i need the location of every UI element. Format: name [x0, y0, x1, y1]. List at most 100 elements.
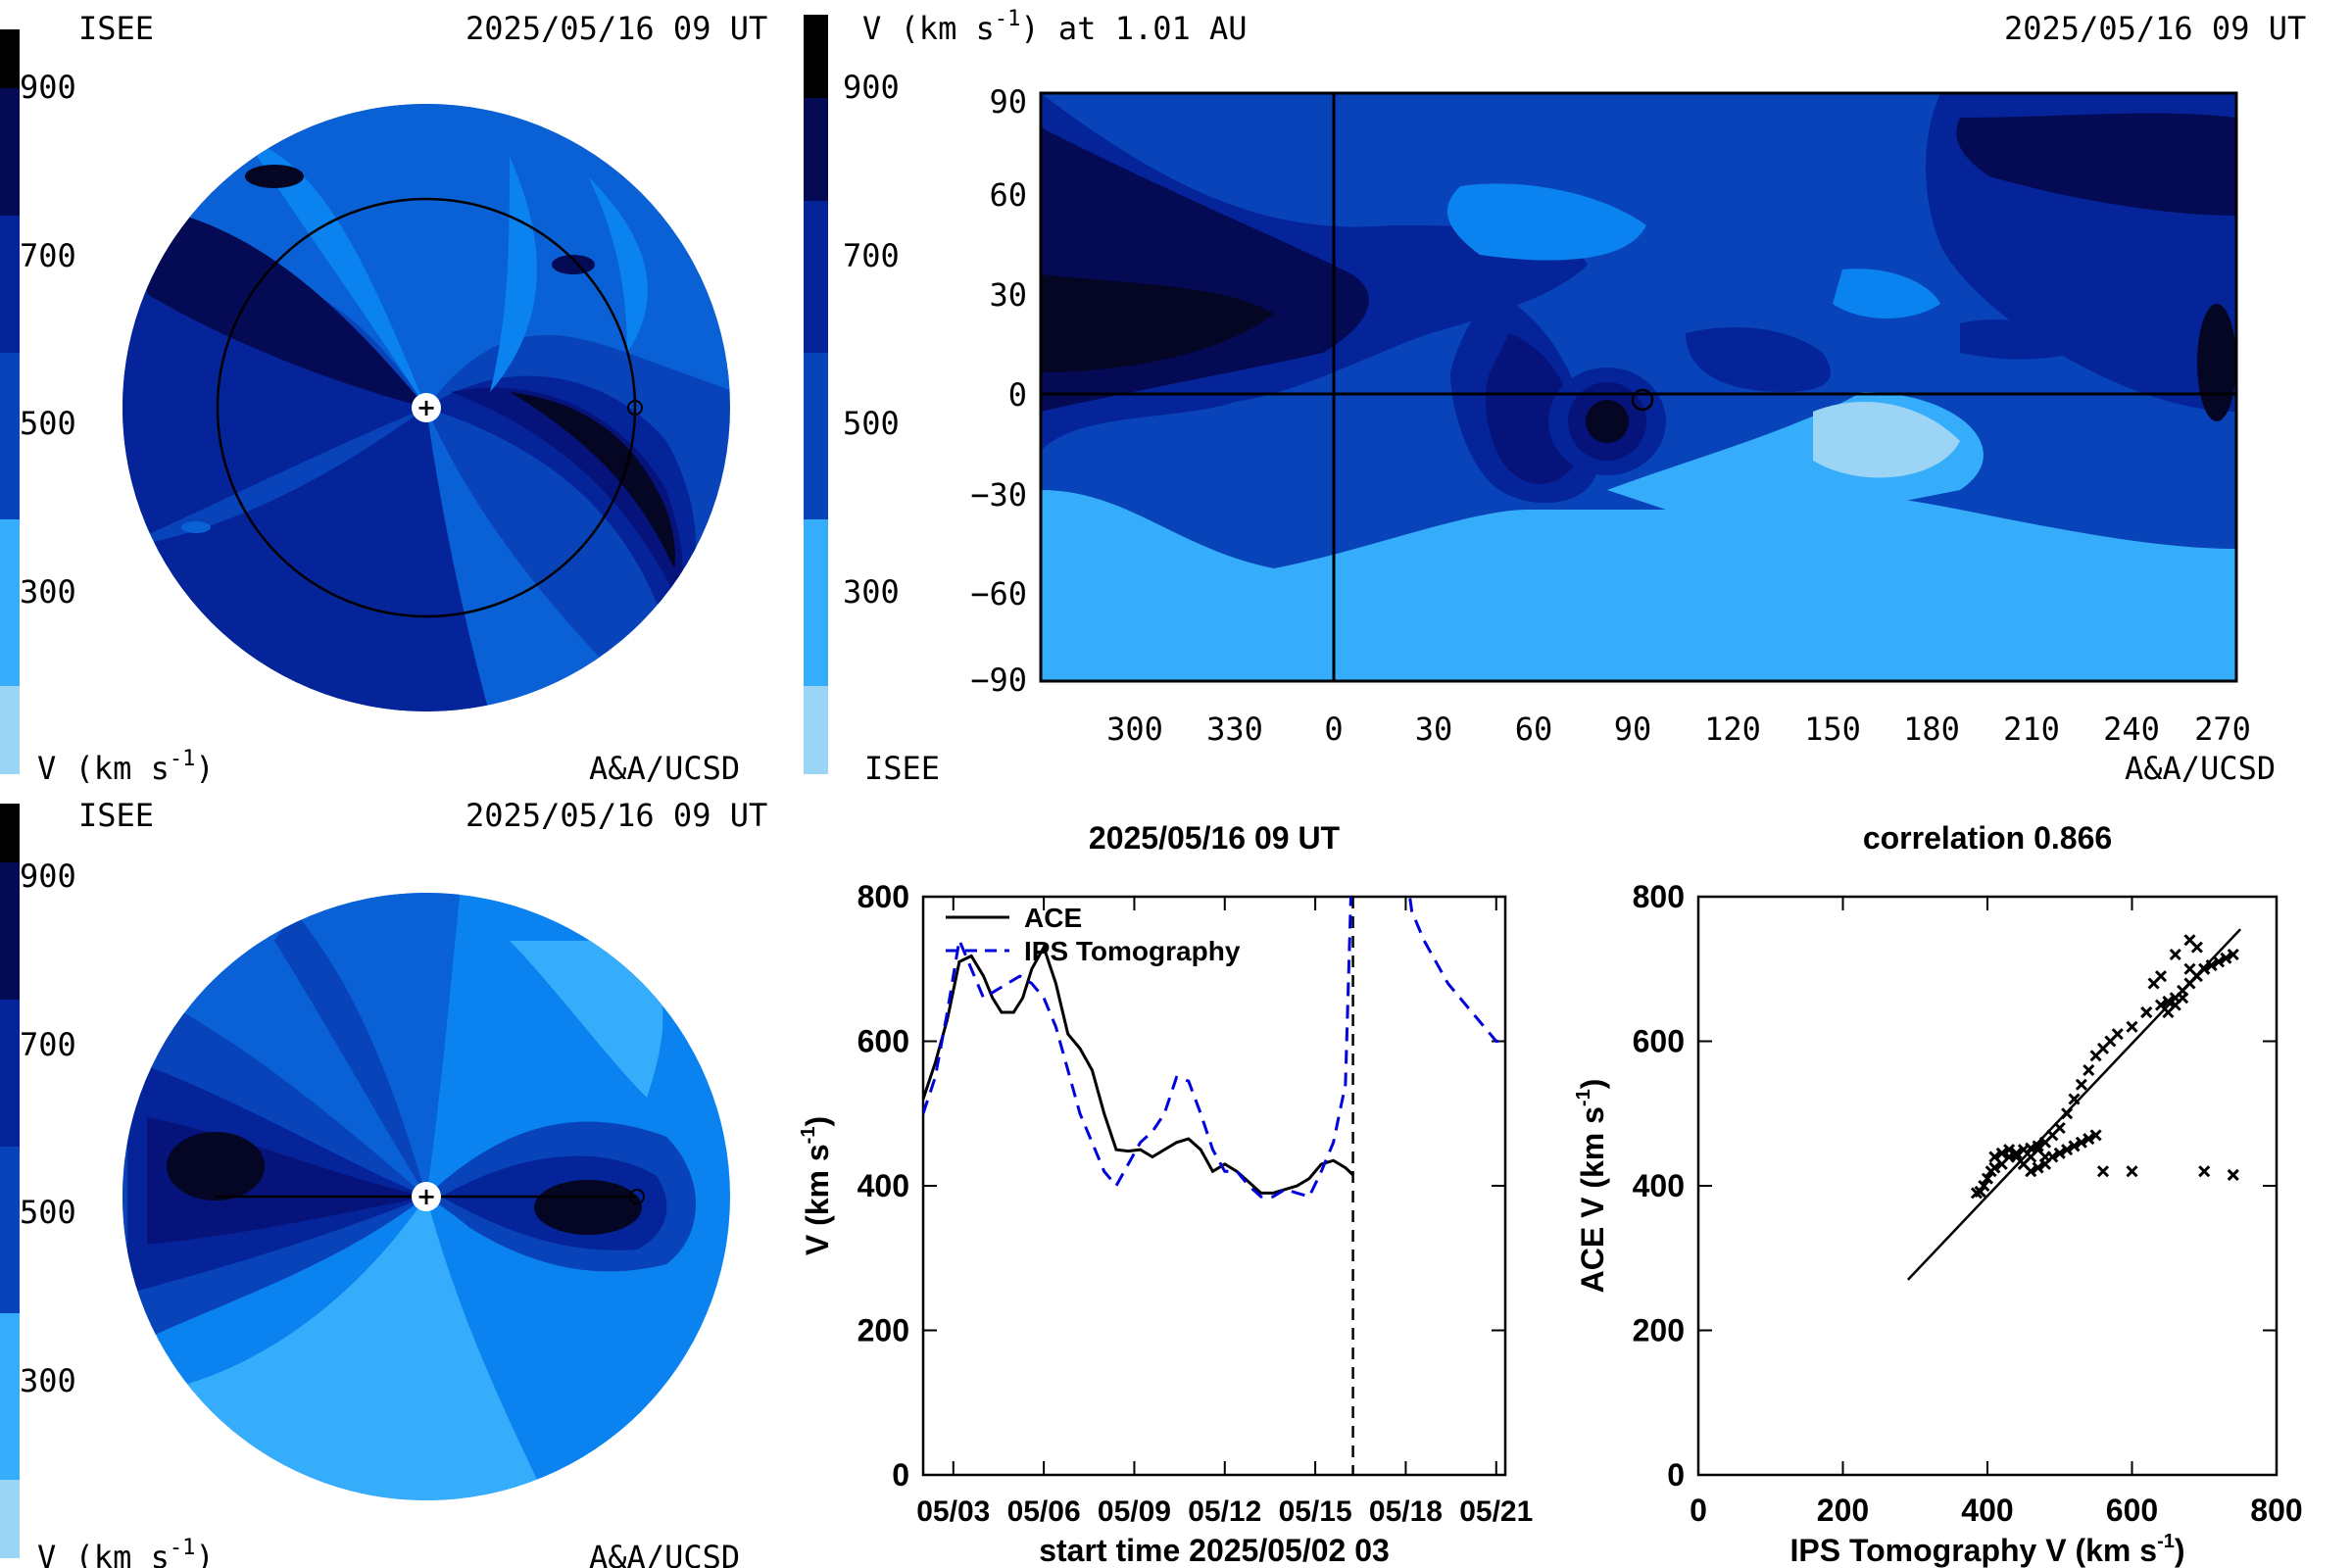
x-tick-label: 05/09 — [1098, 1495, 1171, 1528]
scatter-point — [1974, 1185, 1986, 1198]
colorbar-tick-300: 300 — [843, 573, 900, 611]
lat-tick: 0 — [1008, 376, 1027, 414]
scatter-point — [2126, 1020, 2138, 1033]
legend: ACE IPS Tomography — [946, 903, 1241, 966]
y-tick-label: 0 — [892, 1457, 909, 1493]
lon-tick: 150 — [1804, 710, 1861, 748]
org-label: ISEE — [864, 750, 940, 787]
earth-marker — [629, 1189, 645, 1204]
colorbar-tick-700: 700 — [843, 237, 900, 274]
colorbar-top-left — [0, 29, 20, 774]
x-tick-label: 0 — [1690, 1493, 1707, 1528]
colorbar-tick-500: 500 — [20, 1194, 76, 1231]
y-tick-label: 800 — [1633, 879, 1685, 914]
y-tick-label: 400 — [1633, 1168, 1685, 1203]
lat-tick: −60 — [970, 575, 1027, 612]
colorbar-tick-300: 300 — [20, 1362, 76, 1399]
lat-tick: −90 — [970, 662, 1027, 699]
legend-label-ips: IPS Tomography — [1024, 936, 1241, 966]
lon-tick: 90 — [1614, 710, 1652, 748]
scatter-point — [2205, 959, 2218, 972]
x-tick-label: 800 — [2250, 1493, 2302, 1528]
credit: A&A/UCSD — [589, 750, 740, 787]
colorbar-tick-900: 900 — [20, 69, 76, 106]
map-contours — [1041, 93, 2236, 681]
scatter-point — [2177, 992, 2189, 1004]
scatter-point — [2198, 962, 2211, 975]
scatter-point — [2227, 948, 2239, 961]
scatter-point — [2220, 952, 2232, 964]
colorbar-bottom-left — [0, 804, 20, 1558]
scatter-point — [2162, 995, 2175, 1007]
svg-text:+: + — [416, 394, 436, 421]
panel-bottom-left: ISEE 2025/05/16 09 UT 900 700 500 300 + … — [0, 797, 767, 1568]
scatter-point — [2082, 1133, 2095, 1146]
credit: A&A/UCSD — [589, 1539, 740, 1568]
y-axis-label: ACE V (km s-1) — [1573, 1079, 1610, 1294]
x-tick-label: 05/18 — [1369, 1495, 1443, 1528]
scatter-point — [2183, 962, 2196, 975]
scatter-point — [2075, 1136, 2087, 1149]
map-title: V (km s-1) at 1.01 AU — [862, 7, 1248, 47]
polar-map-top — [122, 104, 730, 711]
colorbar-tick-500: 500 — [20, 405, 76, 442]
x-tick-label: 05/21 — [1459, 1495, 1533, 1528]
scatter-point — [1978, 1179, 1990, 1193]
y-tick-label: 600 — [1633, 1024, 1685, 1059]
y-tick-label: 200 — [858, 1313, 909, 1348]
scatter-chart: correlation 0.866 IPS Tomography V (km s… — [1573, 820, 2303, 1568]
scatter-point — [2068, 1093, 2081, 1105]
scatter-point — [2111, 1028, 2124, 1041]
scatter-point — [2082, 1063, 2095, 1077]
scatter-point — [2096, 1165, 2110, 1178]
series-line-ips-tomography — [923, 897, 1505, 1199]
lat-tick: 30 — [989, 276, 1027, 314]
scatter-point — [2032, 1140, 2044, 1152]
lon-tick: 120 — [1704, 710, 1761, 748]
panel-top-left: ISEE 2025/05/16 09 UT 900 700 500 300 + — [0, 10, 767, 787]
scatter-point — [2068, 1140, 2081, 1152]
svg-text:+: + — [416, 1183, 436, 1210]
colorbar-tick-300: 300 — [20, 573, 76, 611]
y-tick-label: 400 — [858, 1168, 909, 1203]
timestamp: 2025/05/16 09 UT — [466, 797, 767, 834]
timestamp: 2025/05/16 09 UT — [2004, 10, 2306, 47]
scatter-point — [2147, 977, 2160, 990]
x-tick-label: 05/12 — [1188, 1495, 1261, 1528]
lon-tick: 240 — [2103, 710, 2160, 748]
x-tick-label: 200 — [1817, 1493, 1869, 1528]
scatter-point — [2075, 1078, 2087, 1091]
scatter-point — [2032, 1161, 2044, 1174]
lon-tick: 180 — [1903, 710, 1960, 748]
sun-marker — [412, 1182, 441, 1211]
scatter-point — [2227, 1168, 2239, 1181]
lat-tick: 60 — [989, 176, 1027, 214]
series-line-ace — [923, 943, 1354, 1195]
scatter-point — [1988, 1151, 2001, 1163]
scatter-point — [2061, 1144, 2074, 1156]
scatter-point — [2053, 1121, 2066, 1135]
chart-title: correlation 0.866 — [1863, 820, 2112, 856]
lon-tick: 210 — [2003, 710, 2060, 748]
org-label: ISEE — [78, 797, 154, 834]
scatter-point — [1988, 1161, 2001, 1174]
x-axis-label: IPS Tomography V (km s-1) — [1789, 1531, 2184, 1568]
y-axis-label: V (km s-1) — [798, 1116, 835, 1255]
colorbar-units: V (km s-1) — [37, 1536, 215, 1568]
y-tick-label: 800 — [858, 879, 909, 914]
lon-tick: 60 — [1515, 710, 1553, 748]
scatter-point — [2061, 1107, 2074, 1120]
earth-marker — [627, 400, 643, 416]
sun-marker — [412, 393, 441, 422]
y-tick-label: 200 — [1633, 1313, 1685, 1348]
scatter-point — [2198, 1165, 2211, 1178]
earth-marker — [1631, 388, 1654, 412]
lon-tick: 30 — [1415, 710, 1453, 748]
scatter-point — [2169, 948, 2181, 961]
panel-map: V (km s-1) at 1.01 AU 2025/05/16 09 UT 9… — [804, 7, 2306, 787]
lon-tick: 0 — [1324, 710, 1343, 748]
scatter-point — [2126, 1165, 2138, 1178]
scatter-point — [2038, 1151, 2052, 1163]
timestamp: 2025/05/16 09 UT — [466, 10, 767, 47]
